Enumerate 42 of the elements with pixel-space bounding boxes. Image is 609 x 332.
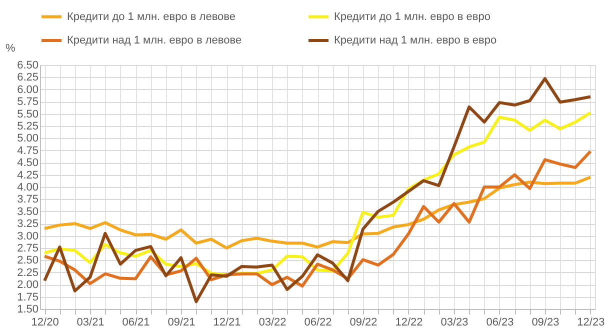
line-series: [43, 77, 592, 304]
y-tick-label: 6.50: [17, 60, 38, 72]
legend-label: Кредити над 1 млн. евро в левове: [67, 34, 242, 46]
y-tick-label: 2.50: [17, 254, 38, 267]
y-tick-label: 4.50: [17, 157, 38, 170]
y-tick-label: 2.25: [17, 266, 38, 279]
y-tick-label: 5.50: [17, 108, 38, 120]
y-tick-label: 3.25: [17, 218, 38, 230]
x-tick-label: 03/22: [258, 316, 286, 328]
y-axis-title: %: [6, 42, 16, 54]
y-tick-label: 4.25: [17, 169, 38, 182]
y-tick-label: 6.25: [17, 72, 38, 84]
x-tick-label: 06/22: [304, 316, 332, 328]
y-tick-label: 4.00: [17, 182, 38, 194]
x-tick-label: 12/22: [395, 316, 423, 328]
y-tick-label: 5.75: [17, 96, 38, 108]
x-tick-label: 12/20: [31, 316, 59, 328]
y-tick-label: 2.75: [17, 242, 38, 254]
y-tick-label: 4.75: [17, 144, 38, 157]
y-tick-label: 3.50: [17, 206, 38, 218]
y-tick-label: 3.75: [17, 194, 38, 206]
x-tick-label: 03/23: [440, 316, 468, 328]
legend-label: Кредити до 1 млн. евро в евро: [334, 10, 490, 23]
legend-label: Кредити над 1 млн. евро в евро: [334, 34, 497, 46]
x-tick-label: 12/21: [213, 316, 241, 328]
y-tick-label: 1.50: [17, 304, 38, 316]
y-tick-label: 6.00: [17, 84, 38, 96]
y-tick-label: 3.00: [17, 230, 38, 242]
y-tick-label: 5.25: [17, 120, 38, 132]
legend-label: Кредити до 1 млн. евро в левове: [67, 10, 236, 23]
line-series: [43, 150, 592, 288]
x-tick-label: 09/21: [168, 316, 196, 328]
y-tick-label: 2.00: [17, 279, 38, 292]
y-tick-label: 1.75: [17, 291, 38, 304]
x-tick-label: 09/22: [350, 316, 378, 328]
x-tick-label: 12/23: [577, 316, 605, 328]
line-series: [43, 176, 592, 250]
x-tick-label: 03/21: [76, 316, 104, 328]
x-tick-label: 06/23: [486, 316, 514, 328]
x-tick-label: 09/23: [532, 316, 560, 328]
x-tick-label: 06/21: [122, 316, 150, 328]
y-tick-label: 5.00: [17, 132, 38, 145]
